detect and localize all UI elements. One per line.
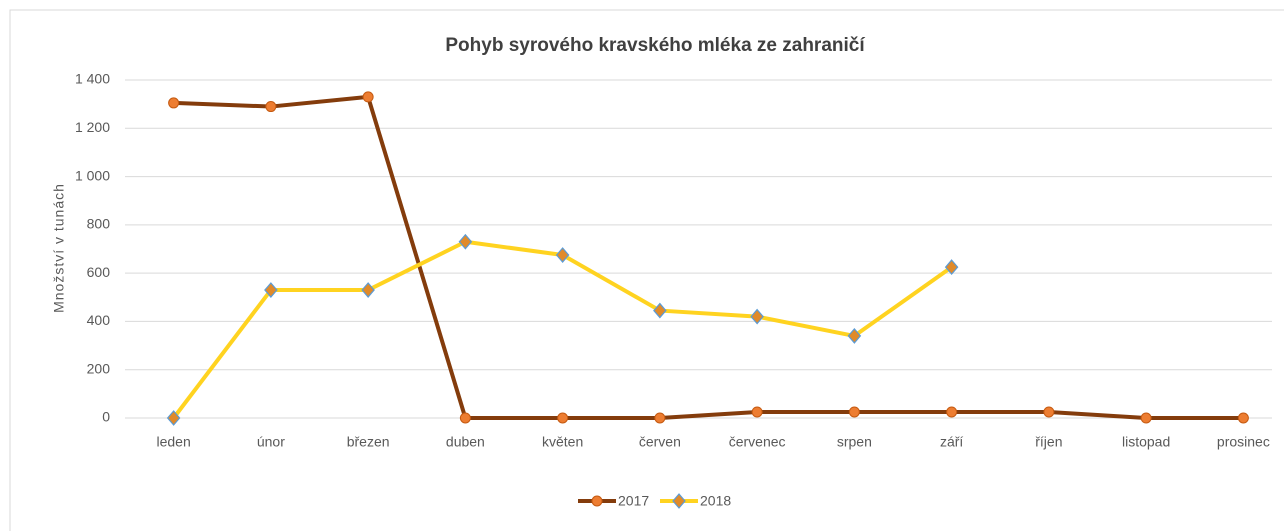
data-point bbox=[944, 259, 959, 276]
data-point bbox=[458, 233, 473, 250]
y-tick-label: 200 bbox=[87, 360, 111, 376]
data-point bbox=[361, 282, 375, 298]
data-point bbox=[168, 97, 180, 109]
y-axis-label: Množství v tunách bbox=[51, 183, 67, 313]
data-point bbox=[557, 412, 569, 424]
x-tick-label: červenec bbox=[729, 434, 786, 450]
data-point bbox=[848, 406, 860, 418]
x-tick-label: červen bbox=[639, 434, 681, 450]
data-point bbox=[750, 308, 764, 325]
chart-frame bbox=[9, 9, 1284, 531]
x-tick-label: duben bbox=[446, 434, 485, 450]
x-tick-label: květen bbox=[542, 434, 583, 450]
data-point bbox=[946, 406, 958, 418]
data-point bbox=[847, 327, 862, 344]
data-point bbox=[459, 412, 471, 424]
data-point bbox=[1237, 412, 1249, 424]
data-point bbox=[751, 406, 763, 418]
y-tick-label: 800 bbox=[87, 216, 111, 232]
legend-label: 2017 bbox=[618, 493, 649, 509]
x-tick-label: leden bbox=[156, 434, 190, 450]
x-tick-label: prosinec bbox=[1217, 434, 1270, 450]
data-point bbox=[1140, 412, 1152, 424]
y-tick-label: 400 bbox=[87, 312, 111, 328]
data-point bbox=[1043, 406, 1055, 418]
data-point bbox=[653, 302, 667, 319]
data-point bbox=[555, 247, 570, 263]
legend-marker bbox=[672, 493, 686, 509]
y-tick-label: 600 bbox=[87, 264, 111, 280]
y-tick-label: 1 200 bbox=[75, 119, 110, 135]
x-tick-label: září bbox=[940, 434, 963, 450]
x-tick-label: listopad bbox=[1122, 434, 1170, 450]
y-tick-label: 1 000 bbox=[75, 167, 110, 183]
x-tick-label: únor bbox=[257, 434, 285, 450]
series-line bbox=[173, 94, 1244, 420]
data-point bbox=[264, 282, 278, 298]
x-tick-label: srpen bbox=[837, 434, 872, 450]
legend-label: 2018 bbox=[700, 493, 731, 509]
chart-title: Pohyb syrového kravského mléka ze zahran… bbox=[445, 35, 865, 56]
data-point bbox=[654, 412, 666, 424]
legend-marker bbox=[591, 495, 603, 507]
data-point bbox=[265, 101, 277, 113]
y-tick-label: 0 bbox=[102, 409, 110, 425]
data-point bbox=[362, 91, 374, 103]
x-tick-label: březen bbox=[347, 434, 390, 450]
data-point bbox=[166, 410, 181, 426]
y-tick-label: 1 400 bbox=[75, 71, 110, 87]
x-tick-label: říjen bbox=[1035, 434, 1062, 450]
